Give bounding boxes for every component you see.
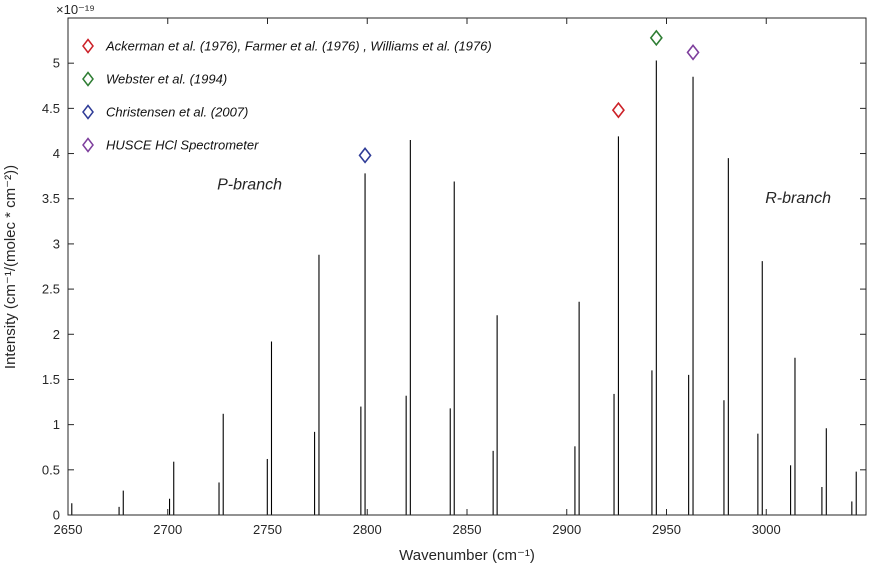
x-tick-label: 2750 — [253, 522, 282, 537]
y-tick-label: 1.5 — [42, 372, 60, 387]
x-tick-label: 2950 — [652, 522, 681, 537]
y-tick-label: 0 — [53, 508, 60, 523]
legend-item-webster: Webster et al. (1994) — [82, 71, 227, 87]
ackerman-farmer-williams-legend-marker-icon — [82, 38, 94, 54]
y-axis-multiplier: ×10⁻¹⁹ — [56, 2, 95, 17]
legend-item-label: Christensen et al. (2007) — [106, 105, 248, 120]
x-tick-label: 2900 — [552, 522, 581, 537]
y-tick-label: 1 — [53, 417, 60, 432]
christensen-legend-marker-icon — [82, 104, 94, 120]
webster-legend-marker-icon — [82, 71, 94, 87]
y-tick-label: 0.5 — [42, 462, 60, 477]
x-tick-label: 2800 — [353, 522, 382, 537]
legend-item-christensen: Christensen et al. (2007) — [82, 104, 248, 120]
y-tick-label: 4 — [53, 146, 60, 161]
p-branch-label: P-branch — [217, 177, 282, 194]
legend-item-label: Webster et al. (1994) — [106, 72, 227, 87]
legend: Ackerman et al. (1976), Farmer et al. (1… — [82, 38, 492, 153]
y-tick-label: 2.5 — [42, 282, 60, 297]
spectral-lines — [71, 60, 857, 515]
instrument-markers — [358, 29, 700, 164]
christensen-marker-icon — [358, 147, 372, 164]
legend-item-ackerman-farmer-williams: Ackerman et al. (1976), Farmer et al. (1… — [82, 38, 492, 54]
legend-item-husce: HUSCE HCl Spectrometer — [82, 137, 259, 153]
legend-item-label: Ackerman et al. (1976), Farmer et al. (1… — [105, 39, 492, 54]
x-tick-label: 2700 — [153, 522, 182, 537]
legend-item-label: HUSCE HCl Spectrometer — [106, 138, 259, 153]
plot-box — [67, 17, 867, 516]
husce-marker-icon — [686, 44, 700, 61]
y-tick-label: 4.5 — [42, 101, 60, 116]
x-tick-label: 3000 — [752, 522, 781, 537]
y-tick-label: 5 — [53, 56, 60, 71]
x-axis-label: Wavenumber (cm⁻¹) — [399, 547, 535, 564]
y-tick-label: 3 — [53, 236, 60, 251]
r-branch-label: R-branch — [765, 190, 831, 207]
webster-marker-icon — [649, 29, 663, 47]
axes-frame: 2650 2700 2750 2800 2850 2900 2950 3000 0 0.5 1 1.5… — [42, 17, 867, 537]
ackerman-farmer-williams-marker-icon — [611, 101, 625, 119]
y-tick-label: 2 — [53, 327, 60, 342]
y-tick-label: 3.5 — [42, 191, 60, 206]
y-axis-label: Intensity (cm⁻¹/(molec * cm⁻²)) — [2, 165, 19, 369]
husce-legend-marker-icon — [82, 137, 94, 153]
x-tick-label: 2850 — [453, 522, 482, 537]
x-tick-label: 2650 — [54, 522, 83, 537]
